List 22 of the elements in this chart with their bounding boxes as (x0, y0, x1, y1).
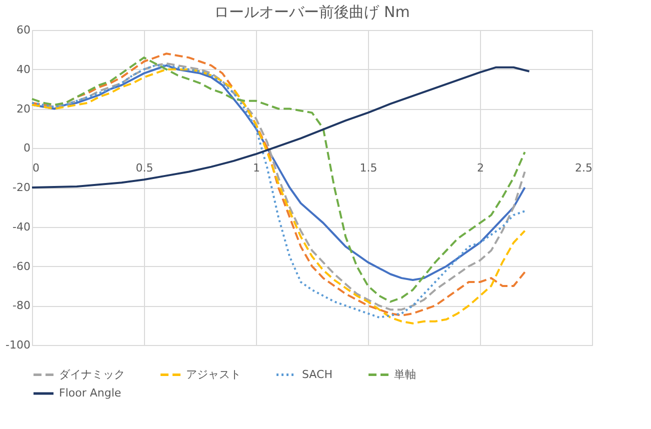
legend-label: SACH (302, 368, 332, 381)
y-tick-label: -80 (12, 299, 30, 312)
x-tick-label: 2 (477, 162, 484, 175)
legend-label: 単軸 (394, 368, 416, 381)
legend-label: Floor Angle (59, 386, 122, 400)
legend-label: アジャスト (186, 368, 241, 381)
chart-title: ロールオーバー前後曲げ Nm (214, 3, 410, 21)
x-tick-label: 1.5 (360, 162, 378, 175)
x-tick-label: 0.5 (136, 162, 154, 175)
x-tick-label: 0 (32, 162, 40, 175)
line-series (31, 66, 530, 188)
y-tick-label: 0 (24, 142, 30, 155)
y-tick-label: -40 (12, 220, 30, 234)
legend-label: ダイナミック (59, 368, 125, 381)
y-tick-label: -100 (6, 338, 30, 352)
y-tick-label: -20 (12, 181, 30, 194)
y-tick-label: 60 (16, 24, 30, 36)
y-tick-label: 40 (16, 62, 30, 76)
y-tick-label: -60 (12, 260, 30, 273)
x-tick-label: 1 (253, 162, 260, 175)
x-tick-label: 2.5 (575, 162, 592, 175)
y-tick-label: 20 (16, 102, 30, 116)
